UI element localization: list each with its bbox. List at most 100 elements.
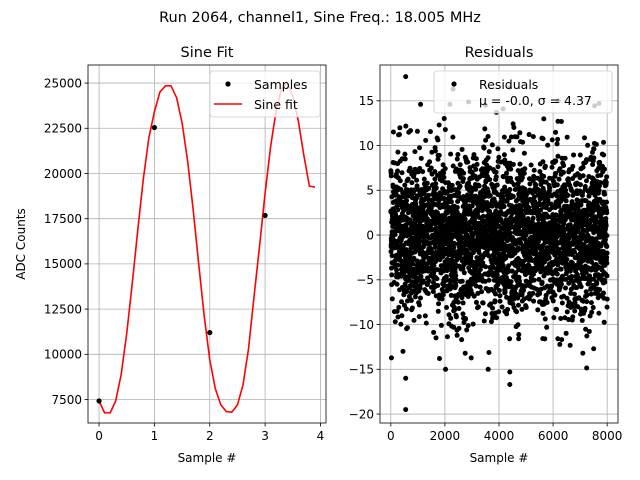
residual-point (480, 213, 486, 219)
residual-point (442, 166, 448, 172)
residual-point (485, 133, 491, 139)
residual-point (545, 214, 551, 220)
residual-point (427, 129, 433, 135)
residual-point (411, 255, 417, 261)
residual-point (558, 281, 564, 287)
residuals-y-tick-label: 0 (366, 228, 374, 242)
residual-point (597, 287, 603, 293)
residual-point (501, 174, 507, 180)
residual-point (402, 151, 408, 157)
residual-outlier-point (403, 375, 409, 381)
residual-point (508, 279, 514, 285)
residual-point (420, 169, 426, 175)
residual-point (461, 270, 467, 276)
residual-outlier-point (437, 356, 442, 362)
residual-point (492, 298, 498, 304)
residual-point (495, 146, 501, 152)
residual-point (515, 295, 521, 301)
residual-point (538, 207, 544, 213)
residual-point (566, 317, 572, 323)
residual-point (473, 186, 479, 192)
sine-fit-y-ticks: 7500 10000 12500 15000 17500 20000 22500 25000 (44, 76, 88, 407)
residual-point (519, 175, 525, 181)
residual-point (523, 304, 529, 310)
residual-point (435, 137, 441, 143)
residual-point (459, 295, 465, 301)
sine-fit-y-tick-label: 20000 (44, 167, 82, 181)
residual-point (584, 333, 590, 339)
sine-fit-y-tick-label: 7500 (51, 393, 82, 407)
residual-point (412, 149, 418, 155)
residual-point (531, 173, 537, 179)
sine-fit-legend: Samples Sine fit (209, 70, 321, 118)
residual-point (422, 313, 428, 319)
residual-point (559, 337, 565, 343)
residual-point (486, 350, 492, 356)
residual-point (453, 273, 459, 279)
residual-point (470, 321, 476, 327)
residual-point (584, 299, 590, 305)
sine-fit-y-tick-label: 17500 (44, 212, 82, 226)
residual-point (536, 276, 542, 282)
residual-point (542, 336, 548, 342)
sine-fit-y-tick-label: 10000 (44, 348, 82, 362)
residual-point (506, 263, 512, 269)
residual-point (570, 163, 576, 169)
residual-point (476, 214, 482, 220)
residual-point (591, 146, 597, 152)
residual-point (572, 249, 578, 255)
residual-point (544, 299, 550, 305)
residuals-x-axis-label: Sample # (470, 451, 529, 465)
residuals-x-tick-label: 6000 (538, 429, 569, 443)
residual-point (586, 328, 592, 334)
residual-point (431, 329, 437, 335)
residual-point (580, 173, 586, 179)
residual-point (416, 314, 422, 320)
residual-point (497, 293, 503, 299)
residual-point (455, 299, 461, 305)
residual-point (443, 277, 449, 283)
residual-point (584, 292, 590, 298)
residual-point (435, 211, 441, 217)
residual-point (484, 162, 490, 168)
residual-point (454, 332, 460, 338)
residual-point (396, 132, 402, 138)
residual-point (460, 266, 466, 272)
sine-fit-x-tick-label: 2 (206, 429, 214, 443)
residuals-title: Residuals (465, 45, 534, 61)
residual-point (564, 309, 570, 315)
residual-point (552, 292, 558, 298)
residual-point (537, 258, 543, 264)
residual-point (578, 284, 584, 290)
residual-point (403, 123, 409, 129)
residual-point (432, 176, 438, 182)
residual-point (504, 294, 510, 300)
residual-point (441, 170, 447, 176)
sine-fit-title: Sine Fit (181, 45, 234, 61)
residual-point (408, 298, 414, 304)
residual-point (495, 282, 501, 288)
residual-point (450, 163, 456, 169)
residual-point (448, 292, 454, 298)
residual-point (496, 287, 502, 293)
residual-point (492, 199, 498, 205)
residual-point (448, 199, 454, 205)
residual-point (601, 139, 607, 145)
residual-point (517, 161, 523, 167)
sine-fit-panel: Sine Fit 0 1 2 3 4 7500 10000 12500 15000 17500 2… (14, 45, 327, 465)
residual-point (462, 216, 468, 222)
residual-point (396, 304, 402, 310)
residual-point (603, 179, 609, 185)
residual-point (514, 309, 520, 315)
residual-point (423, 212, 429, 218)
residual-point (572, 300, 578, 306)
residual-point (433, 335, 439, 341)
sine-fit-x-tick-label: 0 (95, 429, 103, 443)
sine-fit-axes-frame (87, 64, 327, 424)
residual-point (471, 293, 477, 299)
residuals-y-tick-label: 10 (359, 139, 374, 153)
residual-point (556, 176, 562, 182)
residual-point (560, 169, 566, 175)
residual-point (402, 156, 408, 162)
residual-point (559, 300, 565, 306)
